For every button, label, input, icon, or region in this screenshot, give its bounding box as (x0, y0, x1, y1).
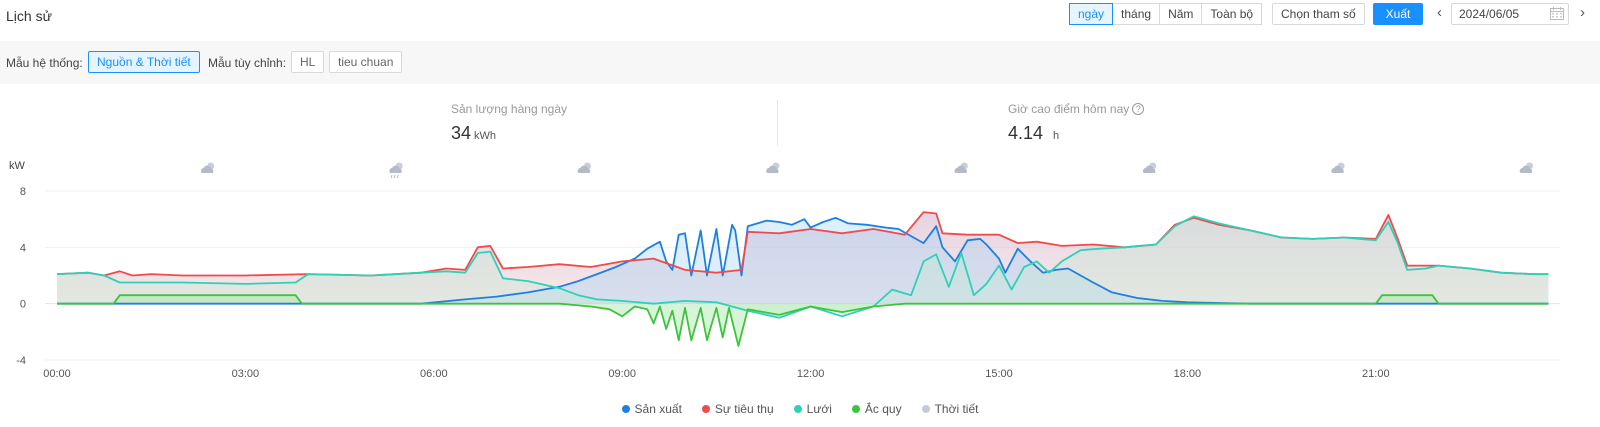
x-tick-label: 06:00 (420, 368, 448, 380)
peak-hours-label-text: Giờ cao điểm hôm nay (1008, 102, 1130, 116)
legend-item[interactable]: Lưới (793, 402, 832, 416)
date-picker-input[interactable]: 2024/06/05 (1451, 3, 1569, 25)
stat-divider (777, 100, 778, 146)
cloudy-sun-icon (1519, 162, 1534, 173)
custom-template-label: Mẫu tùy chỉnh: (208, 56, 287, 70)
peak-hours-number: 4.14 (1008, 123, 1044, 143)
custom-template-chip-hl[interactable]: HL (291, 51, 325, 73)
calendar-icon (1550, 7, 1564, 20)
power-history-chart[interactable]: kW 8 4 0 -4 00:00 03:00 06:00 09:00 12:00 15:00 18:… (0, 155, 1600, 395)
grid-area (57, 216, 1549, 318)
system-template-chip[interactable]: Nguồn & Thời tiết (88, 51, 200, 73)
legend-label: Sự tiêu thụ (714, 402, 774, 416)
range-selector: ngày tháng Năm Toàn bộ (1069, 3, 1263, 25)
production-line (57, 216, 1549, 305)
y-tick-label: -4 (16, 355, 26, 367)
daily-yield-value: 34 kWh (451, 123, 496, 144)
template-filter-bar: Mẫu hệ thống: Nguồn & Thời tiết Mẫu tùy … (0, 41, 1600, 84)
range-day-tab[interactable]: ngày (1069, 3, 1114, 25)
x-tick-label: 00:00 (43, 368, 71, 380)
range-year-tab[interactable]: Năm (1159, 3, 1203, 25)
range-month-tab[interactable]: tháng (1112, 3, 1161, 25)
daily-yield-unit: kWh (474, 130, 497, 142)
cloudy-sun-icon (577, 162, 592, 173)
legend-dot (851, 405, 860, 413)
y-tick-label: 0 (20, 299, 26, 311)
legend-dot (701, 405, 710, 413)
y-tick-label: 4 (20, 242, 26, 254)
y-tick-label: 8 (20, 186, 26, 198)
chart-legend: Sản xuất Sự tiêu thụ Lưới Ắc quy Thời tiết (0, 402, 1600, 416)
cloudy-sun-icon (766, 162, 780, 173)
select-params-button[interactable]: Chọn tham số (1272, 3, 1365, 25)
legend-label: Lưới (806, 402, 832, 416)
cloudy-sun-icon (200, 162, 215, 173)
export-button[interactable]: Xuất (1373, 3, 1423, 25)
date-value: 2024/06/05 (1459, 7, 1520, 21)
battery-line (57, 294, 1549, 347)
header-bar: Lịch sử ngày tháng Năm Toàn bộ Chọn tham… (0, 0, 1600, 41)
legend-dot (621, 405, 630, 413)
page-title: Lịch sử (6, 8, 52, 24)
x-tick-label: 03:00 (232, 368, 260, 380)
cloudy-sun-icon (1142, 162, 1157, 173)
peak-hours-unit: h (1053, 130, 1060, 142)
production-area (57, 217, 1549, 304)
rain-icon (389, 162, 403, 179)
x-tick-label: 09:00 (608, 368, 636, 380)
cloudy-sun-icon (954, 162, 968, 173)
grid-line (56, 215, 1549, 319)
custom-template-chip-standard[interactable]: tieu chuan (329, 51, 403, 73)
legend-dot (793, 405, 802, 413)
consumption-area (57, 212, 1549, 304)
system-template-label: Mẫu hệ thống: (6, 56, 83, 70)
peak-hours-label: Giờ cao điểm hôm nay? (1008, 102, 1145, 116)
x-tick-label: 12:00 (797, 368, 825, 380)
legend-item[interactable]: Sự tiêu thụ (701, 402, 774, 416)
legend-item[interactable]: Sản xuất (621, 402, 682, 416)
daily-yield-number: 34 (451, 123, 472, 143)
x-tick-label: 15:00 (985, 368, 1013, 380)
legend-label: Sản xuất (634, 402, 682, 416)
range-all-tab[interactable]: Toàn bộ (1201, 3, 1263, 25)
next-date-arrow-icon[interactable]: › (1580, 4, 1585, 21)
legend-item[interactable]: Thời tiết (921, 402, 979, 416)
battery-area (57, 295, 1549, 346)
legend-label: Thời tiết (934, 402, 979, 416)
y-axis-unit-label: kW (9, 160, 26, 172)
x-tick-label: 18:00 (1174, 368, 1202, 380)
prev-date-arrow-icon[interactable]: ‹ (1437, 4, 1442, 21)
help-icon[interactable]: ? (1132, 103, 1145, 115)
cloudy-sun-icon (1331, 162, 1345, 173)
x-tick-label: 21:00 (1362, 368, 1390, 380)
legend-label: Ắc quy (864, 402, 902, 416)
consumption-tint-area (57, 212, 1549, 304)
peak-hours-value: 4.14 h (1008, 123, 1059, 144)
legend-dot (921, 405, 930, 413)
legend-item[interactable]: Ắc quy (851, 402, 902, 416)
daily-yield-label: Sản lượng hàng ngày (451, 102, 567, 116)
